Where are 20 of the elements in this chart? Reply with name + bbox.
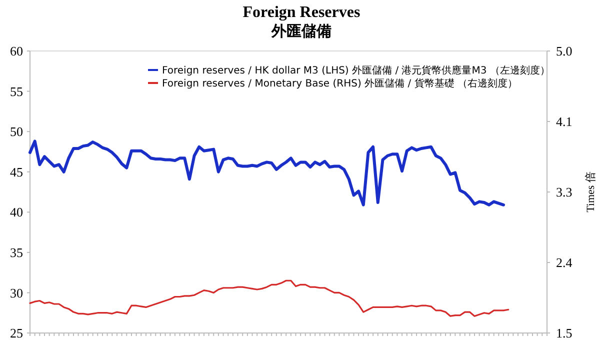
y2-tick-label: 1.5 (556, 326, 572, 341)
y-tick-label: 35 (10, 244, 23, 260)
line-series (29, 280, 510, 317)
y-tick-label: 40 (10, 204, 23, 220)
y2-tick-label: 5.0 (556, 44, 572, 59)
chart-subtitle: 外匯儲備 (270, 23, 332, 40)
line-series (28, 140, 506, 206)
y-tick-label: 25 (10, 326, 23, 341)
y2-axis-title: Times 倍 (584, 172, 597, 212)
legend-label: Foreign reserves / HK dollar M3 (LHS) 外匯儲備 / 港元貨幣供應量M3 （左邊刻度） (162, 64, 550, 76)
y-tick-label: 60 (10, 44, 23, 59)
y2-tick-label: 4.1 (556, 114, 572, 130)
y-tick-label: 45 (10, 164, 23, 180)
y-tick-label: 30 (10, 285, 23, 300)
chart-title: Foreign Reserves (242, 4, 360, 21)
y-tick-label: 55 (10, 84, 23, 99)
y2-tick-label: 3.3 (556, 184, 572, 200)
y-tick-label: 50 (10, 124, 23, 140)
y2-tick-label: 2.4 (556, 255, 573, 270)
legend-label: Foreign reserves / Monetary Base (RHS) 外匯儲備 / 貨幣基礎 （右邊刻度） (162, 78, 518, 90)
